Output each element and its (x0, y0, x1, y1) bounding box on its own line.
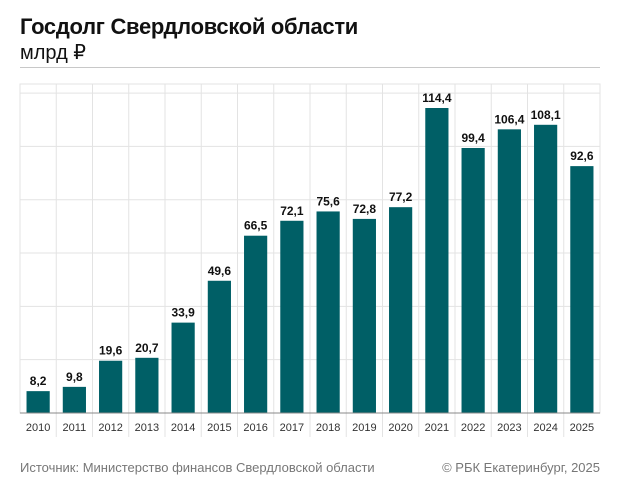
source-note: Источник: Министерство финансов Свердлов… (20, 460, 375, 475)
value-label: 99,4 (461, 131, 485, 145)
bar (26, 391, 50, 413)
bar (244, 235, 268, 413)
x-tick-label: 2013 (135, 422, 159, 434)
footer: Источник: Министерство финансов Свердлов… (20, 460, 600, 475)
bar (497, 129, 521, 413)
x-tick-label: 2010 (26, 422, 50, 434)
value-label: 106,4 (494, 112, 524, 126)
x-tick-label: 2020 (388, 422, 412, 434)
bar (99, 360, 123, 413)
x-tick-label: 2025 (570, 422, 594, 434)
value-label: 108,1 (531, 108, 561, 122)
x-tick-label: 2023 (497, 422, 521, 434)
value-label: 114,4 (422, 91, 452, 105)
value-label: 8,2 (30, 374, 47, 388)
value-label: 33,9 (171, 306, 195, 320)
bar (425, 108, 449, 413)
x-tick-label: 2015 (207, 422, 231, 434)
bar (135, 357, 159, 413)
bar (352, 218, 376, 413)
value-label: 92,6 (570, 149, 594, 163)
bar (570, 166, 594, 413)
x-tick-label: 2017 (280, 422, 304, 434)
x-tick-label: 2016 (243, 422, 267, 434)
value-label: 75,6 (316, 194, 340, 208)
value-label: 72,1 (280, 204, 304, 218)
bar-chart: 8,2 2010 9,8 2011 19,6 2012 20,7 2013 33,9 2014 49… (19, 83, 601, 437)
value-label: 66,5 (244, 219, 268, 233)
value-label: 20,7 (135, 341, 159, 355)
x-tick-label: 2024 (533, 422, 557, 434)
bar (171, 322, 195, 413)
bar (534, 124, 558, 413)
x-tick-label: 2014 (171, 422, 195, 434)
copyright-note: © РБК Екатеринбург, 2025 (442, 460, 600, 475)
bar (62, 386, 86, 413)
bar (207, 280, 231, 413)
bar (389, 207, 413, 413)
chart-unit-subtitle: млрд ₽ (20, 42, 87, 64)
x-tick-label: 2022 (461, 422, 485, 434)
x-tick-label: 2019 (352, 422, 376, 434)
value-label: 9,8 (66, 370, 83, 384)
value-label: 77,2 (389, 190, 413, 204)
chart-title: Госдолг Свердловской области (20, 14, 359, 39)
value-label: 49,6 (208, 264, 232, 278)
bar (280, 220, 304, 413)
x-tick-label: 2012 (98, 422, 122, 434)
x-tick-label: 2018 (316, 422, 340, 434)
value-label: 72,8 (353, 202, 377, 216)
x-tick-label: 2021 (425, 422, 449, 434)
header-divider (20, 67, 600, 68)
value-label: 19,6 (99, 344, 123, 358)
bar (316, 211, 340, 413)
bar (461, 147, 485, 413)
x-tick-label: 2011 (63, 422, 87, 434)
